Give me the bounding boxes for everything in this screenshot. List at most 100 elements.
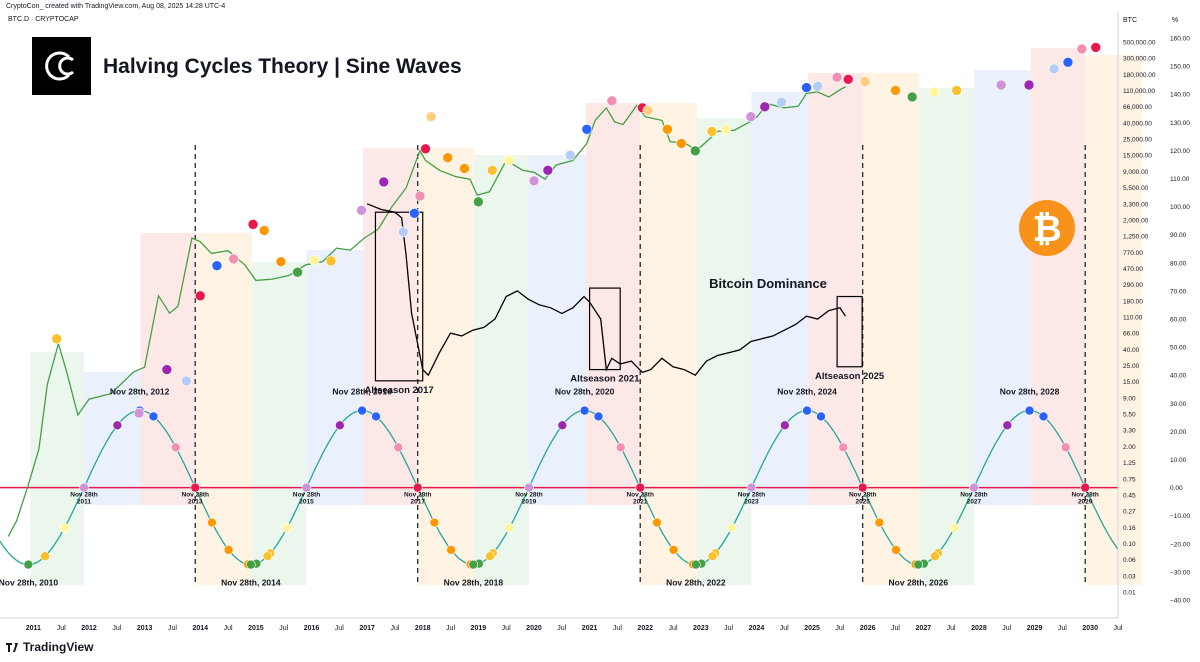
crossing-label-year: 2013 — [188, 499, 203, 506]
price-dot — [801, 82, 812, 93]
x-tick-label: Jul — [835, 625, 844, 632]
x-tick-label: 2025 — [804, 625, 820, 632]
pct-tick-label: 20.00 — [1170, 429, 1187, 436]
x-tick-label: 2027 — [916, 625, 932, 632]
x-tick-label: Jul — [446, 625, 455, 632]
price-dot — [906, 91, 918, 103]
x-tick-label: Jul — [112, 625, 121, 632]
sine-dot — [504, 523, 515, 533]
pct-tick-label: −10.00 — [1170, 513, 1190, 520]
sine-dot — [371, 411, 381, 422]
sine-dot — [802, 405, 812, 416]
btc-tick-label: 0.27 — [1123, 509, 1136, 516]
price-dot — [542, 164, 554, 176]
x-tick-label: Jul — [335, 625, 344, 632]
sine-dot — [1080, 482, 1090, 493]
crossing-label-year: 2011 — [77, 499, 91, 506]
price-dot — [194, 290, 206, 302]
pct-tick-label: 90.00 — [1170, 232, 1187, 239]
cycle-band — [528, 155, 586, 505]
btc-tick-label: 25.00 — [1123, 363, 1140, 370]
price-dot — [181, 375, 192, 387]
sine-dot — [40, 551, 50, 562]
price-dot — [378, 176, 390, 188]
crossing-label-year: 2023 — [744, 499, 759, 506]
wave-date-label: Nov 28th, 2014 — [221, 578, 281, 588]
x-tick-label: Jul — [891, 625, 900, 632]
dominance-label: Bitcoin Dominance — [709, 276, 827, 291]
price-dot — [581, 123, 593, 135]
sine-dot — [652, 517, 662, 528]
altseason-boxes: Altseason 2017 Altseason 2021 Altseason 20… — [364, 211, 885, 396]
cycle-band — [751, 92, 809, 505]
btc-tick-label: 0.75 — [1123, 476, 1136, 483]
price-dot — [459, 163, 470, 174]
x-tick-label: 2022 — [637, 625, 653, 632]
logo — [32, 37, 91, 95]
price-dot — [951, 85, 962, 96]
sine-dot — [301, 482, 312, 493]
pct-tick-label: 160.00 — [1170, 36, 1190, 43]
btc-tick-label: 0.01 — [1123, 590, 1136, 597]
price-dot — [831, 72, 843, 83]
btc-tick-label: 25,000.00 — [1123, 137, 1152, 144]
sine-dot — [1024, 405, 1035, 416]
dominance-path — [366, 203, 847, 377]
pct-tick-label: 100.00 — [1170, 204, 1190, 211]
x-tick-label: 2018 — [415, 625, 431, 632]
sine-dot — [357, 405, 367, 416]
sine-dot — [524, 482, 534, 493]
sine-dot — [282, 523, 292, 533]
cycle-band — [306, 250, 364, 505]
crossing-label-date: Nov 28th — [960, 492, 987, 499]
wave-date-label: Nov 28th, 2012 — [110, 387, 170, 397]
sine-dot — [393, 442, 404, 453]
cycle-band — [30, 352, 84, 585]
price-dot — [528, 175, 540, 187]
sine-dot — [170, 442, 181, 453]
sine-dot — [746, 482, 757, 493]
sine-dot — [246, 559, 256, 570]
x-tick-label: Jul — [57, 625, 66, 632]
wave-date-label: Nov 28th, 2010 — [0, 578, 58, 588]
cycle-band — [1030, 48, 1086, 505]
footer-brand: TradingView — [6, 640, 93, 654]
crossing-label-year: 2027 — [967, 499, 982, 506]
axes: 2011 Jul 2012 Jul 2013 Jul 2014 Jul 2015 Jul 2016 J… — [0, 12, 1190, 632]
cycle-band — [585, 103, 641, 505]
btc-tick-label: 0.06 — [1123, 557, 1136, 564]
sine-dot — [1038, 411, 1049, 422]
sine-dot — [207, 517, 217, 528]
x-tick-label: 2015 — [248, 625, 264, 632]
btc-tick-label: 0.03 — [1123, 573, 1136, 580]
x-tick-label: Jul — [1058, 625, 1067, 632]
btc-tick-label: 290.00 — [1123, 282, 1143, 289]
btc-tick-label: 2.00 — [1123, 444, 1136, 451]
price-dot — [606, 95, 618, 107]
price-dot — [308, 254, 320, 266]
cycle-band — [973, 70, 1031, 505]
altseason-label: Altseason 2025 — [815, 371, 885, 382]
cycle-dots — [23, 42, 1102, 570]
sine-dot — [579, 405, 590, 416]
btc-tick-label: 0.16 — [1123, 525, 1136, 532]
x-tick-label: Jul — [502, 625, 511, 632]
x-tick-label: 2020 — [526, 625, 542, 632]
price-dot — [1076, 43, 1088, 55]
price-dot — [425, 111, 437, 123]
sine-dot — [727, 523, 737, 533]
pct-tick-label: 130.00 — [1170, 120, 1190, 127]
altseason-box — [836, 295, 863, 368]
crossing-label-year: 2019 — [522, 499, 537, 506]
x-tick-label: 2014 — [192, 625, 208, 632]
pct-tick-label: 80.00 — [1170, 260, 1187, 267]
altseason-label: Altseason 2017 — [364, 385, 433, 396]
price-dot — [720, 123, 732, 135]
x-tick-label: 2028 — [971, 625, 987, 632]
price-dot — [642, 105, 654, 116]
x-tick-label: 2016 — [304, 625, 320, 632]
cycle-band — [640, 103, 697, 585]
btc-tick-label: 0.45 — [1123, 492, 1136, 499]
pct-tick-label: 10.00 — [1170, 457, 1187, 464]
